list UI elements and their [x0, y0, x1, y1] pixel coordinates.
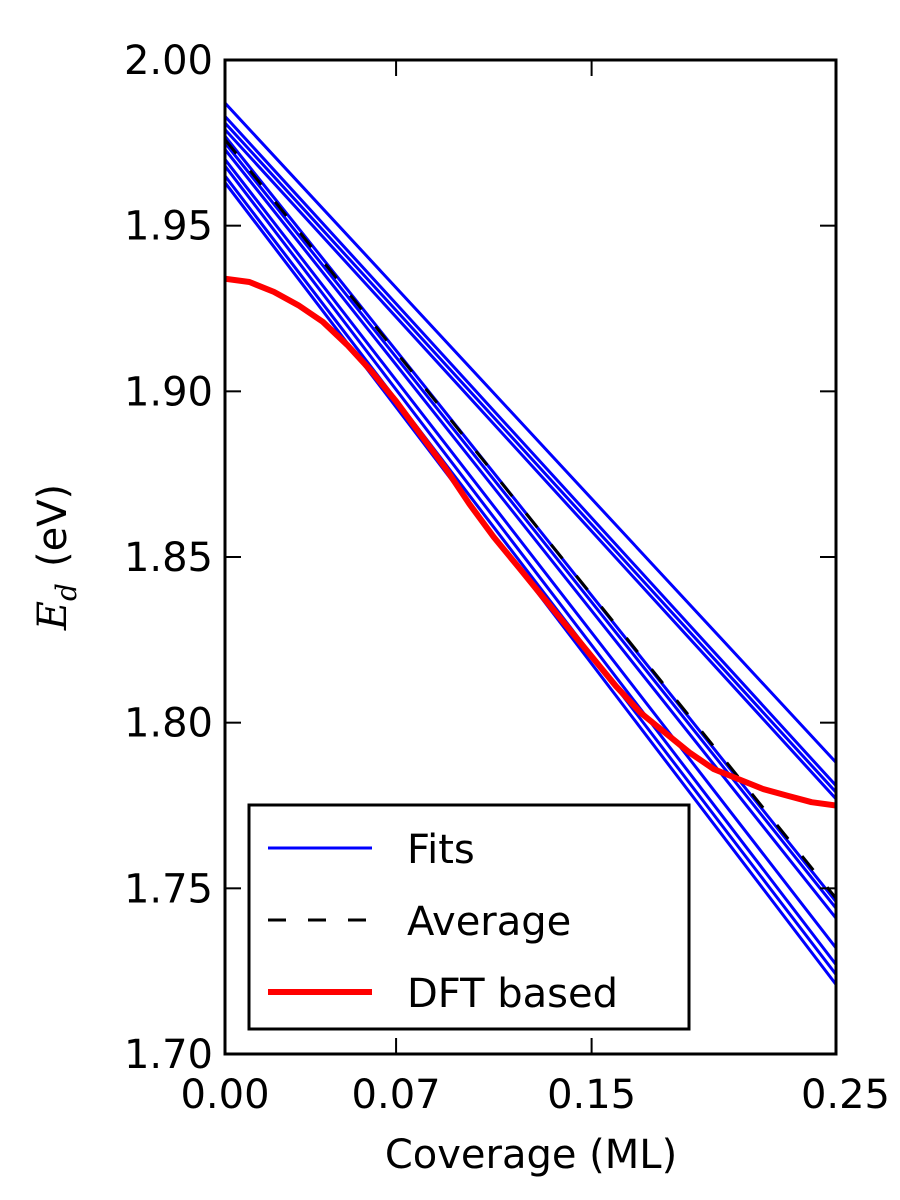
x-axis-label: Coverage (ML) — [385, 1132, 677, 1178]
legend: Fits Average DFT based — [247, 803, 691, 1031]
y-axis-symbol: E — [30, 601, 76, 631]
y-tick-label: 1.85 — [124, 535, 213, 581]
x-tick-label: 0.00 — [180, 1072, 269, 1118]
x-tick-label: 0.07 — [352, 1072, 441, 1118]
legend-label-fits: Fits — [407, 827, 475, 873]
fit-line — [225, 158, 836, 949]
y-axis-unit: (eV) — [30, 484, 76, 567]
series-layer — [225, 102, 836, 986]
legend-label-dft: DFT based — [407, 971, 618, 1017]
fit-line — [225, 115, 836, 787]
y-tick-label: 1.70 — [124, 1032, 213, 1078]
legend-label-average: Average — [407, 899, 571, 945]
fit-line — [225, 102, 836, 764]
y-tick-label: 1.95 — [124, 204, 213, 250]
x-tick-label: 0.25 — [801, 1072, 890, 1118]
y-tick-label: 1.80 — [124, 701, 213, 747]
dft-curve — [225, 275, 836, 809]
fit-line — [225, 165, 836, 966]
fit-line — [225, 141, 836, 910]
fit-line — [225, 148, 836, 920]
ticks-layer: 1.70 1.75 1.80 1.85 1.90 1.95 2.00 0.00 0.07 0.15… — [124, 38, 890, 1118]
fit-line — [225, 175, 836, 976]
x-tick-label: 0.15 — [547, 1072, 636, 1118]
fit-line — [225, 121, 836, 794]
y-axis-label: Ed (eV) — [30, 484, 83, 631]
average-line — [225, 138, 836, 900]
fit-line — [225, 128, 836, 800]
y-tick-label: 2.00 — [124, 38, 213, 84]
y-tick-label: 1.75 — [124, 866, 213, 912]
y-tick-label: 1.90 — [124, 369, 213, 415]
y-axis-subscript: d — [50, 583, 83, 601]
